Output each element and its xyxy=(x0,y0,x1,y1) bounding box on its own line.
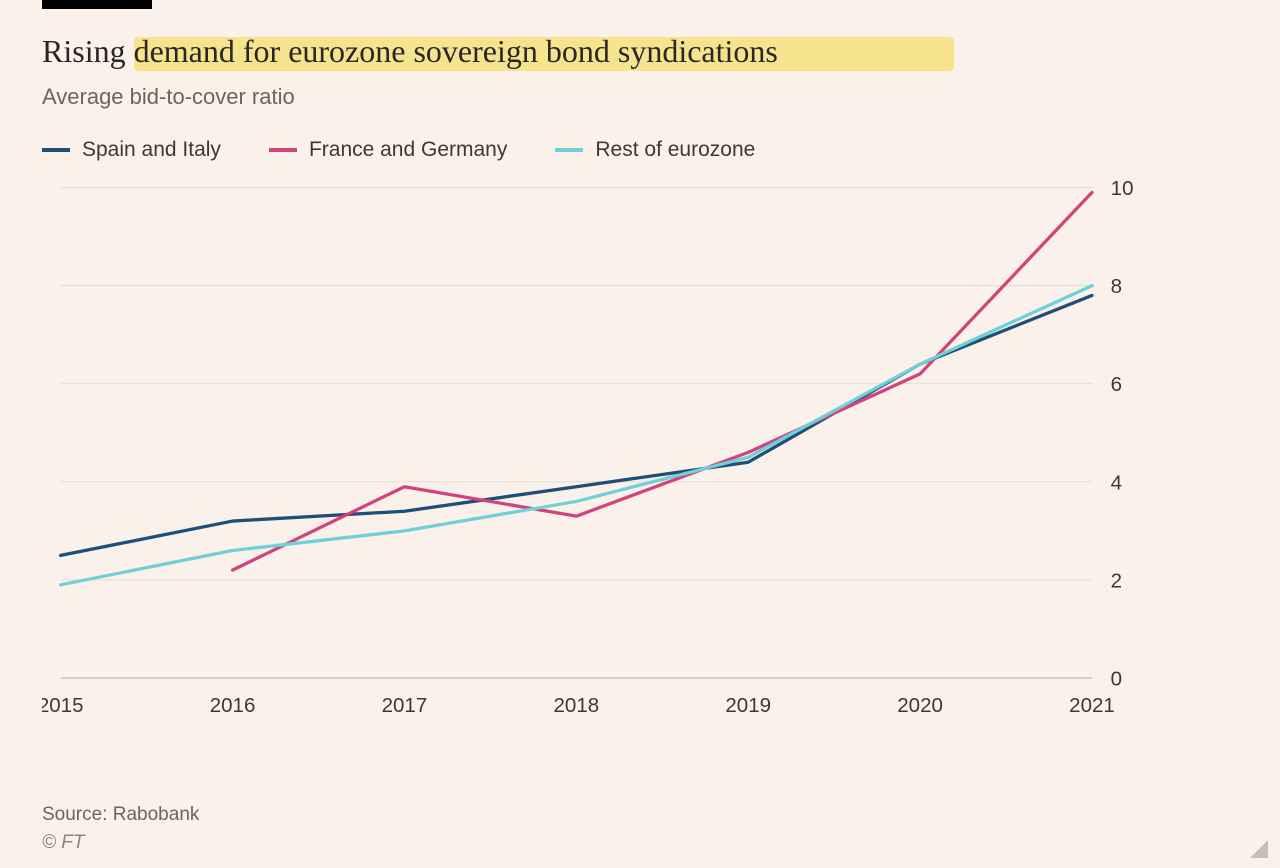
source-text: Source: Rabobank xyxy=(42,804,199,826)
svg-text:2019: 2019 xyxy=(725,694,771,717)
legend-swatch xyxy=(42,148,70,152)
svg-text:6: 6 xyxy=(1111,373,1122,396)
title-wrap: Rising demand for eurozone sovereign bon… xyxy=(42,33,778,70)
svg-text:10: 10 xyxy=(1111,180,1134,200)
copyright-text: © FT xyxy=(42,832,85,854)
svg-text:2015: 2015 xyxy=(42,694,84,717)
top-black-bar xyxy=(42,0,152,9)
legend: Spain and Italy France and Germany Rest … xyxy=(42,138,1238,162)
chart-area: 0 2 4 6 8 10 2015 2016 2017 2018 2019 2020 2021 xyxy=(42,180,1238,770)
legend-item-spain-italy: Spain and Italy xyxy=(42,138,221,162)
legend-item-rest-eurozone: Rest of eurozone xyxy=(555,138,755,162)
legend-swatch xyxy=(269,148,297,152)
svg-text:2020: 2020 xyxy=(897,694,943,717)
legend-label: France and Germany xyxy=(309,138,507,162)
legend-label: Rest of eurozone xyxy=(595,138,755,162)
svg-text:2016: 2016 xyxy=(210,694,256,717)
svg-text:2: 2 xyxy=(1111,569,1122,592)
legend-label: Spain and Italy xyxy=(82,138,221,162)
line-chart-svg: 0 2 4 6 8 10 2015 2016 2017 2018 2019 2020 2021 xyxy=(42,180,1162,725)
svg-text:8: 8 xyxy=(1111,275,1122,298)
resize-corner-icon xyxy=(1250,840,1268,858)
legend-swatch xyxy=(555,148,583,152)
svg-text:2021: 2021 xyxy=(1069,694,1115,717)
chart-title: Rising demand for eurozone sovereign bon… xyxy=(42,33,778,70)
svg-text:0: 0 xyxy=(1111,667,1122,690)
svg-text:2018: 2018 xyxy=(553,694,599,717)
svg-text:2017: 2017 xyxy=(382,694,428,717)
legend-item-france-germany: France and Germany xyxy=(269,138,507,162)
svg-text:4: 4 xyxy=(1111,471,1122,494)
chart-subtitle: Average bid-to-cover ratio xyxy=(42,84,1238,110)
